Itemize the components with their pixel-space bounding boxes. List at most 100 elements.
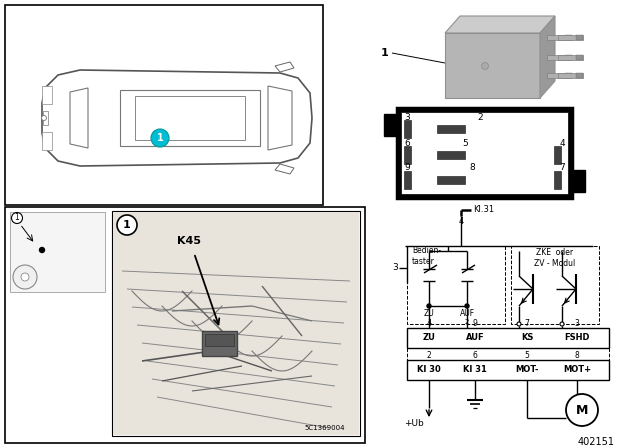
Text: 5: 5 [462, 139, 468, 148]
Text: 4: 4 [559, 139, 565, 148]
Bar [112, 211, 360, 436]
Circle shape [566, 394, 598, 426]
Bar [404, 120, 411, 138]
Text: 5: 5 [525, 350, 529, 359]
Text: 2: 2 [465, 319, 469, 325]
Bar [554, 146, 561, 164]
Text: Bedien-
taster: Bedien- taster [412, 246, 441, 266]
Text: 7: 7 [525, 319, 529, 327]
Bar [437, 176, 465, 184]
Bar [554, 171, 561, 189]
Bar [558, 55, 583, 60]
Text: 2: 2 [477, 112, 483, 121]
Text: MOT+: MOT+ [563, 366, 591, 375]
Circle shape [560, 322, 564, 326]
Text: 7: 7 [559, 164, 565, 172]
Text: 1: 1 [157, 133, 163, 143]
Circle shape [465, 304, 469, 308]
Text: +Ub: +Ub [404, 419, 424, 428]
Bar [43, 111, 48, 125]
Circle shape [42, 116, 47, 121]
Bar [202, 331, 237, 356]
Bar [384, 114, 398, 136]
Text: ZU: ZU [424, 310, 435, 319]
Bar [437, 151, 465, 159]
Text: 4: 4 [458, 217, 463, 227]
Circle shape [151, 129, 169, 147]
Bar [558, 73, 583, 78]
Polygon shape [275, 62, 294, 72]
Text: 6: 6 [404, 139, 410, 148]
Text: 9: 9 [472, 319, 477, 327]
Bar [407, 246, 505, 324]
Circle shape [517, 322, 521, 326]
Bar [10, 212, 105, 292]
Circle shape [40, 247, 45, 253]
Text: 1: 1 [427, 319, 431, 325]
Text: K45: K45 [177, 236, 201, 246]
Polygon shape [135, 96, 245, 140]
Text: M: M [576, 404, 588, 417]
Bar [407, 328, 609, 348]
Text: ZU: ZU [422, 333, 435, 343]
Circle shape [117, 215, 137, 235]
Bar [404, 171, 411, 189]
Text: 6: 6 [472, 350, 477, 359]
Polygon shape [42, 70, 312, 166]
Bar [205, 334, 234, 346]
Circle shape [21, 273, 29, 281]
Text: 4: 4 [427, 319, 431, 327]
Bar [437, 125, 465, 133]
Text: 8: 8 [575, 350, 579, 359]
Text: Kl.31: Kl.31 [473, 206, 494, 215]
Text: 402151: 402151 [578, 437, 615, 447]
Bar [571, 170, 585, 192]
Text: 3: 3 [404, 112, 410, 121]
Bar [407, 360, 609, 380]
Circle shape [427, 304, 431, 308]
Bar [397, 108, 572, 198]
Bar [576, 73, 583, 78]
Text: AUF: AUF [466, 333, 484, 343]
Bar [576, 35, 583, 40]
Bar [565, 73, 572, 78]
Polygon shape [70, 88, 88, 148]
Bar [547, 35, 572, 40]
Circle shape [13, 265, 37, 289]
Text: KS: KS [521, 333, 533, 343]
Text: FSHD: FSHD [564, 333, 589, 343]
Bar [547, 73, 572, 78]
Circle shape [12, 212, 22, 224]
Bar [5, 207, 365, 443]
Text: 1: 1 [15, 214, 19, 223]
Bar [404, 146, 411, 164]
Bar [576, 55, 583, 60]
Text: 1: 1 [381, 48, 389, 58]
Polygon shape [540, 16, 555, 98]
Bar [42, 132, 52, 150]
Polygon shape [268, 86, 292, 150]
Bar [401, 112, 568, 194]
Text: Kl 31: Kl 31 [463, 366, 487, 375]
Text: 8: 8 [469, 164, 475, 172]
Text: AUF: AUF [460, 310, 475, 319]
Text: 1: 1 [123, 220, 131, 230]
Polygon shape [445, 33, 540, 98]
Polygon shape [120, 90, 260, 146]
Text: 2: 2 [427, 350, 431, 359]
Text: Kl 30: Kl 30 [417, 366, 441, 375]
Polygon shape [275, 164, 294, 174]
Bar [5, 5, 323, 205]
Text: 5C1369004: 5C1369004 [305, 425, 345, 431]
Polygon shape [445, 16, 555, 33]
Bar [565, 55, 572, 60]
Bar [565, 35, 572, 40]
Circle shape [481, 63, 488, 69]
Bar [558, 35, 583, 40]
Bar [511, 246, 599, 324]
Text: 3: 3 [392, 263, 398, 272]
Text: 3: 3 [575, 319, 579, 327]
Bar [113, 212, 359, 435]
Text: ZKE  oder
ZV - Modul: ZKE oder ZV - Modul [534, 248, 575, 268]
Bar [547, 55, 572, 60]
